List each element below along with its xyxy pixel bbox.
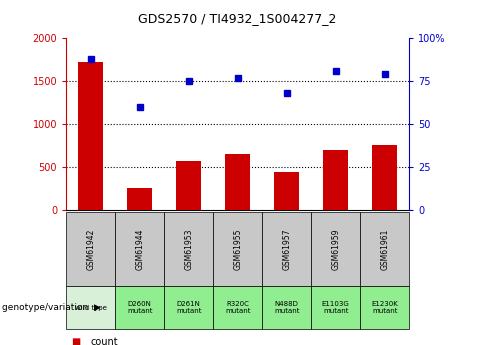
Text: D260N
mutant: D260N mutant xyxy=(127,302,152,314)
Bar xyxy=(225,155,250,210)
Bar xyxy=(78,62,103,210)
Text: GSM61959: GSM61959 xyxy=(331,228,340,270)
Bar xyxy=(127,188,152,210)
Text: genotype/variation  ▶: genotype/variation ▶ xyxy=(2,303,101,313)
Text: N488D
mutant: N488D mutant xyxy=(274,302,299,314)
Text: D261N
mutant: D261N mutant xyxy=(176,302,201,314)
Text: wild type: wild type xyxy=(74,305,107,311)
Bar xyxy=(274,171,299,210)
Text: ■: ■ xyxy=(71,337,80,345)
Text: GSM61944: GSM61944 xyxy=(135,228,144,270)
Text: R320C
mutant: R320C mutant xyxy=(225,302,250,314)
Text: GSM61953: GSM61953 xyxy=(184,228,193,270)
Bar xyxy=(372,145,397,210)
Text: E1103G
mutant: E1103G mutant xyxy=(322,302,349,314)
Text: GSM61955: GSM61955 xyxy=(233,228,242,270)
Bar xyxy=(176,161,201,210)
Text: GSM61942: GSM61942 xyxy=(86,229,95,270)
Text: GSM61961: GSM61961 xyxy=(380,229,389,270)
Bar xyxy=(323,150,348,210)
Text: E1230K
mutant: E1230K mutant xyxy=(371,302,398,314)
Text: GSM61957: GSM61957 xyxy=(282,228,291,270)
Text: GDS2570 / TI4932_1S004277_2: GDS2570 / TI4932_1S004277_2 xyxy=(139,12,337,25)
Text: count: count xyxy=(91,337,118,345)
